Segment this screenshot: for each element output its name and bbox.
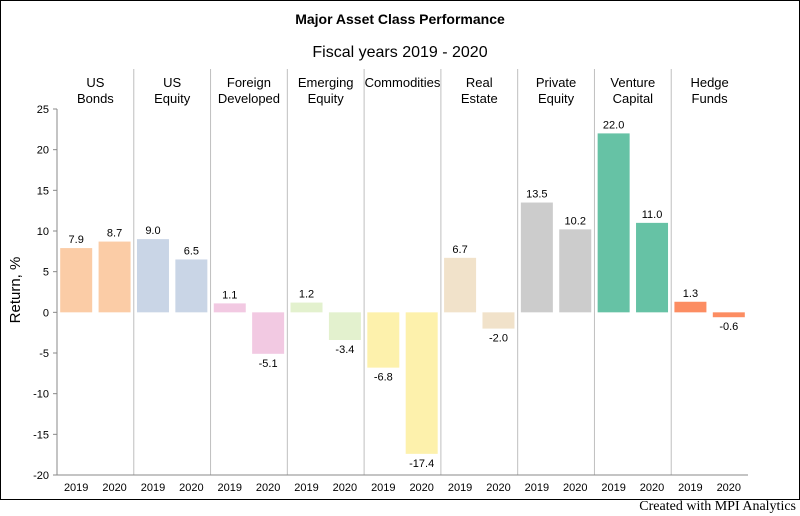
- data-label: 8.7: [107, 228, 122, 240]
- y-tick-label: -15: [33, 429, 49, 441]
- group-label: Capital: [613, 91, 654, 106]
- data-label: 1.2: [299, 289, 314, 301]
- x-tick-label: 2019: [525, 482, 549, 494]
- bar: [175, 259, 208, 313]
- bar: [290, 302, 323, 313]
- y-tick-label: -20: [33, 470, 49, 482]
- data-label: 10.2: [565, 215, 586, 227]
- y-tick-label: 0: [43, 307, 49, 319]
- x-tick-label: 2020: [333, 482, 357, 494]
- group-label: Foreign: [227, 75, 271, 90]
- bar: [405, 312, 438, 454]
- bar: [98, 241, 131, 313]
- data-label: -2.0: [489, 333, 508, 345]
- data-label: 22.0: [603, 119, 624, 131]
- plot-area: -20-15-10-50510152025USBonds7.920198.720…: [33, 69, 748, 494]
- x-tick-label: 2020: [640, 482, 664, 494]
- group-label: US: [163, 75, 181, 90]
- data-label: 6.7: [452, 244, 467, 256]
- x-tick-label: 2020: [409, 482, 433, 494]
- group-label: Funds: [692, 91, 729, 106]
- x-tick-label: 2019: [141, 482, 165, 494]
- bar: [597, 133, 630, 313]
- group-label: Emerging: [298, 75, 354, 90]
- x-tick-label: 2019: [64, 482, 88, 494]
- bar: [520, 202, 553, 313]
- bar: [213, 303, 246, 313]
- data-label: 6.5: [184, 245, 199, 257]
- x-tick-label: 2020: [486, 482, 510, 494]
- group-label: Real: [466, 75, 493, 90]
- x-tick-label: 2019: [601, 482, 625, 494]
- chart-title: Major Asset Class Performance: [295, 11, 505, 27]
- bar: [636, 222, 669, 313]
- bar: [559, 229, 592, 313]
- data-label: 9.0: [145, 225, 160, 237]
- group-label: Venture: [610, 75, 655, 90]
- bar-chart: Major Asset Class Performance Fiscal yea…: [7, 11, 748, 494]
- x-tick-label: 2019: [448, 482, 472, 494]
- data-label: 1.1: [222, 289, 237, 301]
- bar: [482, 312, 515, 329]
- bar: [60, 248, 93, 313]
- bar: [674, 301, 707, 313]
- group-label: Estate: [461, 91, 498, 106]
- data-label: -6.8: [374, 372, 393, 384]
- group-label: Commodities: [365, 75, 441, 90]
- x-tick-label: 2020: [179, 482, 203, 494]
- y-tick-label: 20: [37, 145, 49, 157]
- group-label: US: [86, 75, 104, 90]
- x-tick-label: 2019: [218, 482, 242, 494]
- data-label: -0.6: [719, 321, 738, 333]
- bar: [136, 239, 169, 313]
- bar: [328, 312, 361, 340]
- x-tick-label: 2020: [102, 482, 126, 494]
- data-label: -3.4: [335, 344, 354, 356]
- data-label: 7.9: [69, 234, 84, 246]
- group-label: Equity: [308, 91, 345, 106]
- data-label: -17.4: [409, 458, 434, 470]
- data-label: -5.1: [259, 358, 278, 370]
- group-label: Private: [536, 75, 576, 90]
- y-tick-label: 5: [43, 267, 49, 279]
- bar: [252, 312, 285, 354]
- data-label: 11.0: [642, 209, 663, 221]
- group-label: Bonds: [77, 91, 114, 106]
- x-tick-label: 2019: [678, 482, 702, 494]
- y-tick-label: 25: [37, 104, 49, 116]
- chart-subtitle: Fiscal years 2019 - 2020: [312, 44, 487, 61]
- group-label: Hedge: [690, 75, 728, 90]
- group-label: Developed: [218, 91, 280, 106]
- chart-frame: Major Asset Class Performance Fiscal yea…: [0, 0, 800, 500]
- bar: [444, 257, 477, 313]
- y-tick-label: 10: [37, 226, 49, 238]
- data-label: 1.3: [683, 288, 698, 300]
- x-tick-label: 2019: [371, 482, 395, 494]
- y-tick-label: -5: [39, 348, 49, 360]
- x-tick-label: 2019: [294, 482, 318, 494]
- x-tick-label: 2020: [717, 482, 741, 494]
- group-label: Equity: [538, 91, 575, 106]
- credit-text: Created with MPI Analytics: [639, 499, 796, 514]
- bar: [367, 312, 400, 368]
- y-tick-label: 15: [37, 185, 49, 197]
- y-axis-label: Return, %: [7, 257, 24, 324]
- x-tick-label: 2020: [256, 482, 280, 494]
- group-label: Equity: [154, 91, 191, 106]
- y-tick-label: -10: [33, 389, 49, 401]
- bar: [712, 312, 745, 318]
- data-label: 13.5: [526, 189, 547, 201]
- x-tick-label: 2020: [563, 482, 587, 494]
